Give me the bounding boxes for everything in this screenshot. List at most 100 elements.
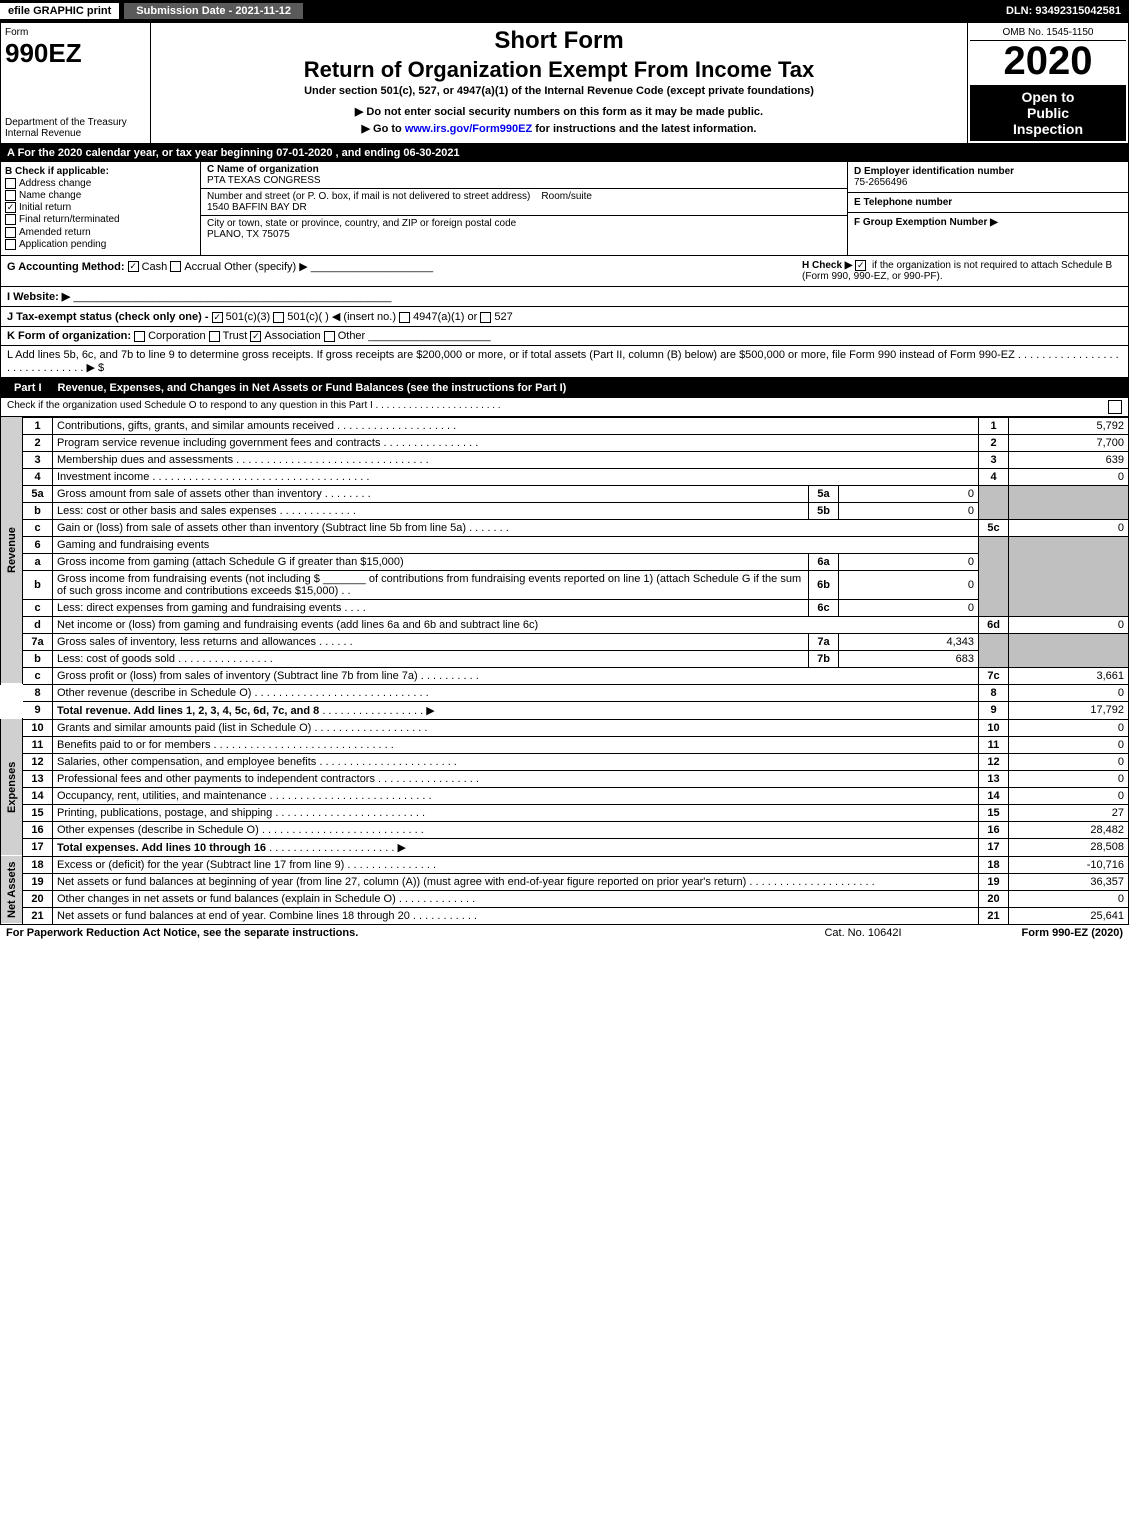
line-15: 15Printing, publications, postage, and s… [1,804,1129,821]
street-row: Number and street (or P. O. box, if mail… [201,189,847,216]
line-12: 12Salaries, other compensation, and empl… [1,753,1129,770]
box-c: C Name of organization PTA TEXAS CONGRES… [201,162,848,255]
line-7c: cGross profit or (loss) from sales of in… [1,667,1129,684]
line-10: Expenses10Grants and similar amounts pai… [1,719,1129,736]
top-bar: efile GRAPHIC print Submission Date - 20… [0,0,1129,22]
form-header: Form 990EZ Department of the Treasury In… [0,22,1129,144]
501c-check[interactable] [273,312,284,323]
line-17: 17Total expenses. Add lines 10 through 1… [1,838,1129,856]
open-public-inspection: Open to Public Inspection [970,85,1126,141]
other-check[interactable] [324,331,335,342]
4947-check[interactable] [399,312,410,323]
box-e: E Telephone number [848,193,1128,213]
revenue-tab: Revenue [1,417,23,684]
line-6b: bGross income from fundraising events (n… [1,570,1129,599]
expenses-tab: Expenses [1,719,23,856]
final-return-check[interactable]: Final return/terminated [5,214,196,225]
box-k: K Form of organization: Corporation Trus… [0,327,1129,346]
box-g: G Accounting Method: ✓Cash Accrual Other… [7,260,802,282]
header-left: Form 990EZ Department of the Treasury In… [1,23,151,143]
line-6: 6Gaming and fundraising events [1,536,1129,553]
box-j: J Tax-exempt status (check only one) - ✓… [0,307,1129,327]
footer: For Paperwork Reduction Act Notice, see … [0,925,1129,941]
trust-check[interactable] [209,331,220,342]
line-2: 2Program service revenue including gover… [1,434,1129,451]
line-18: Net Assets18Excess or (deficit) for the … [1,856,1129,873]
line-3: 3Membership dues and assessments . . . .… [1,451,1129,468]
header-right: OMB No. 1545-1150 2020 Open to Public In… [968,23,1128,143]
box-d: D Employer identification number 75-2656… [848,162,1128,193]
gh-row: G Accounting Method: ✓Cash Accrual Other… [0,256,1129,287]
line-14: 14Occupancy, rent, utilities, and mainte… [1,787,1129,804]
initial-return-check[interactable]: ✓Initial return [5,202,196,213]
tax-period: A For the 2020 calendar year, or tax yea… [0,144,1129,162]
box-f: F Group Exemption Number ▶ [848,213,1128,232]
line-4: 4Investment income . . . . . . . . . . .… [1,468,1129,485]
line-9: 9Total revenue. Add lines 1, 2, 3, 4, 5c… [1,701,1129,719]
application-pending-check[interactable]: Application pending [5,239,196,250]
part1-header: Part I Revenue, Expenses, and Changes in… [0,378,1129,398]
return-title: Return of Organization Exempt From Incom… [159,57,959,83]
part1-check-row: Check if the organization used Schedule … [0,398,1129,417]
street-address: 1540 BAFFIN BAY DR [207,202,307,213]
corp-check[interactable] [134,331,145,342]
line-20: 20Other changes in net assets or fund ba… [1,890,1129,907]
ssn-note: ▶ Do not enter social security numbers o… [159,105,959,118]
efile-label: efile GRAPHIC print [0,3,119,19]
city-state-zip: PLANO, TX 75075 [207,229,290,240]
amended-return-check[interactable]: Amended return [5,227,196,238]
catalog-number: Cat. No. 10642I [824,927,901,939]
org-name-row: C Name of organization PTA TEXAS CONGRES… [201,162,847,189]
line-6d: dNet income or (loss) from gaming and fu… [1,616,1129,633]
org-name: PTA TEXAS CONGRESS [207,175,321,186]
irs-link[interactable]: www.irs.gov/Form990EZ [405,123,532,135]
form-ref: Form 990-EZ (2020) [1022,927,1123,939]
box-h: H Check ▶ ✓ if the organization is not r… [802,260,1122,282]
box-b-title: B Check if applicable: [5,166,109,177]
line-16: 16Other expenses (describe in Schedule O… [1,821,1129,838]
city-row: City or town, state or province, country… [201,216,847,242]
schedule-b-check[interactable]: ✓ [855,260,866,271]
line-5b: bLess: cost or other basis and sales exp… [1,502,1129,519]
line-11: 11Benefits paid to or for members . . . … [1,736,1129,753]
accrual-check[interactable] [170,261,181,272]
line-1: Revenue 1Contributions, gifts, grants, a… [1,417,1129,434]
line-6a: aGross income from gaming (attach Schedu… [1,553,1129,570]
line-13: 13Professional fees and other payments t… [1,770,1129,787]
line-5a: 5aGross amount from sale of assets other… [1,485,1129,502]
box-def: D Employer identification number 75-2656… [848,162,1128,255]
box-l: L Add lines 5b, 6c, and 7b to line 9 to … [0,346,1129,378]
line-7b: bLess: cost of goods sold . . . . . . . … [1,650,1129,667]
box-i-website: I Website: ▶ ___________________________… [0,287,1129,307]
assoc-check[interactable]: ✓ [250,331,261,342]
501c3-check[interactable]: ✓ [212,312,223,323]
form-word: Form [5,27,146,38]
tax-year: 2020 [970,41,1126,81]
ein-value: 75-2656496 [854,177,907,188]
line-19: 19Net assets or fund balances at beginni… [1,873,1129,890]
address-change-check[interactable]: Address change [5,178,196,189]
527-check[interactable] [480,312,491,323]
part1-title: Revenue, Expenses, and Changes in Net As… [58,382,567,394]
line-6c: cLess: direct expenses from gaming and f… [1,599,1129,616]
entity-section: B Check if applicable: Address change Na… [0,162,1129,256]
part1-schedule-o-check[interactable] [1108,400,1122,414]
line-21: 21Net assets or fund balances at end of … [1,907,1129,924]
goto-link[interactable]: ▶ Go to www.irs.gov/Form990EZ for instru… [159,122,959,135]
box-b: B Check if applicable: Address change Na… [1,162,201,255]
line-7a: 7aGross sales of inventory, less returns… [1,633,1129,650]
header-center: Short Form Return of Organization Exempt… [151,23,968,143]
department-label: Department of the Treasury Internal Reve… [5,117,146,139]
part1-label: Part I [6,380,50,396]
line-5c: cGain or (loss) from sale of assets othe… [1,519,1129,536]
line-8: 8Other revenue (describe in Schedule O) … [1,684,1129,701]
cash-check[interactable]: ✓ [128,261,139,272]
lines-table: Revenue 1Contributions, gifts, grants, a… [0,417,1129,925]
netassets-tab: Net Assets [1,856,23,924]
form-number: 990EZ [5,38,146,69]
under-section: Under section 501(c), 527, or 4947(a)(1)… [159,85,959,97]
short-form-title: Short Form [159,27,959,55]
dln-label: DLN: 93492315042581 [998,3,1129,19]
submission-date: Submission Date - 2021-11-12 [123,2,304,20]
name-change-check[interactable]: Name change [5,190,196,201]
